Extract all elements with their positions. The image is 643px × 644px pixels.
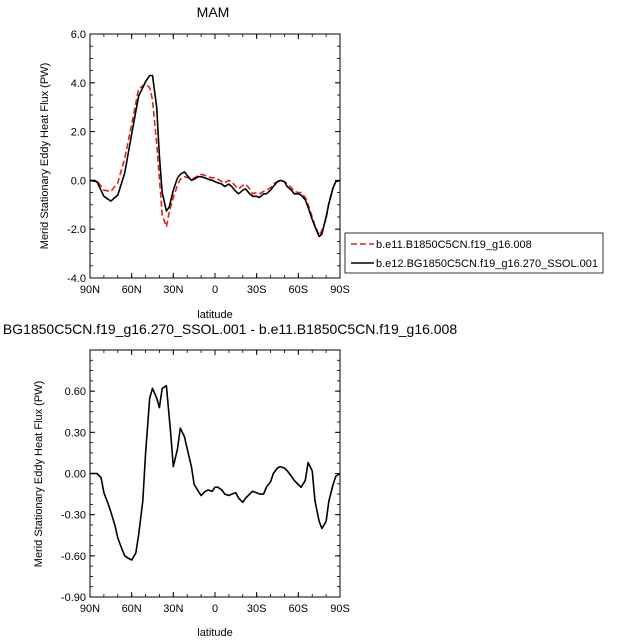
top-y-tick-label: -2.0 [67, 224, 86, 236]
bottom-x-tick-label: 60N [122, 603, 142, 615]
legend-box [344, 232, 604, 274]
top-chart-title: MAM [197, 4, 230, 20]
top-series-line-1 [90, 83, 341, 237]
bottom-y-tick-label: -0.30 [61, 510, 86, 522]
top-series-group [89, 74, 341, 238]
legend-label-series-1: b.e11.B1850C5CN.f19_g16.008 [376, 239, 532, 251]
bottom-y-tick-label: 0.00 [65, 469, 86, 481]
top-x-tick-label: 90N [80, 284, 100, 296]
top-x-tick-label: 90S [330, 284, 350, 296]
top-y-ticks: -4.0 -2.0 0.0 2.0 4.0 6.0 [67, 29, 340, 285]
bottom-y-axis-label: Merid Stationary Eddy Heat Flux (PW) [33, 381, 45, 567]
bottom-x-axis-label: latitude [197, 627, 232, 639]
top-x-tick-label: 60S [289, 284, 309, 296]
bottom-y-ticks: -0.90 -0.60 -0.30 0.00 0.30 0.60 [61, 349, 340, 604]
bottom-series-line-1 [90, 384, 341, 561]
top-y-tick-label: -4.0 [67, 273, 86, 285]
bottom-plot-frame [89, 349, 341, 598]
bottom-y-tick-label: 0.60 [65, 386, 86, 398]
bottom-y-tick-label: -0.90 [61, 592, 86, 604]
top-y-axis-label: Merid Stationary Eddy Heat Flux (PW) [39, 63, 51, 249]
top-y-tick-label: 6.0 [71, 29, 86, 41]
bottom-series-group [90, 384, 341, 561]
bottom-x-tick-label: 30N [163, 603, 183, 615]
top-y-tick-label: 0.0 [71, 175, 86, 187]
bottom-y-tick-label: 0.30 [65, 427, 86, 439]
top-x-tick-label: 0 [212, 284, 218, 296]
top-x-tick-label: 30S [247, 284, 267, 296]
top-series-line-2 [89, 74, 341, 238]
top-x-ticks: 90N 60N 30N 0 30S 60S 90S [80, 34, 350, 296]
top-x-axis-label: latitude [197, 309, 232, 321]
legend: b.e11.B1850C5CN.f19_g16.008 b.e12.BG1850… [344, 232, 604, 274]
bottom-x-tick-label: 90S [330, 603, 350, 615]
top-y-tick-label: 2.0 [71, 127, 86, 139]
bottom-x-tick-label: 90N [80, 603, 100, 615]
top-x-tick-label: 60N [122, 284, 142, 296]
bottom-y-tick-label: -0.60 [61, 551, 86, 563]
legend-label-series-2: b.e12.BG1850C5CN.f19_g16.270_SSOL.001 [376, 258, 598, 270]
top-panel: MAM -4.0 -2.0 0.0 2.0 4.0 6.0 90N 60N 30N 0 30S 60… [39, 4, 604, 321]
bottom-x-ticks: 90N 60N 30N 0 30S 60S 90S [80, 350, 350, 615]
bottom-x-tick-label: 30S [247, 603, 267, 615]
bottom-chart-title: BG1850C5CN.f19_g16.270_SSOL.001 - b.e11.… [3, 321, 458, 337]
bottom-panel: BG1850C5CN.f19_g16.270_SSOL.001 - b.e11.… [3, 321, 458, 639]
top-y-tick-label: 4.0 [71, 78, 86, 90]
bottom-x-tick-label: 60S [289, 603, 309, 615]
top-x-tick-label: 30N [163, 284, 183, 296]
bottom-x-tick-label: 0 [212, 603, 218, 615]
